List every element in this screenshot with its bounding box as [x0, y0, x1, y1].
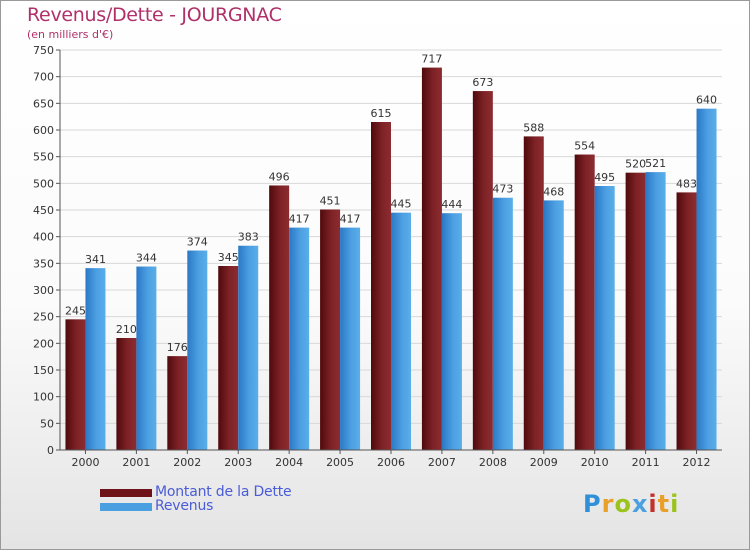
y-tick-label: 650: [33, 97, 54, 110]
y-tick-label: 750: [33, 44, 54, 57]
proxiti-logo: Proxiti: [583, 490, 679, 518]
data-label-dette: 673: [472, 76, 493, 89]
bar-revenus: [594, 186, 615, 450]
bar-layer: [65, 67, 717, 451]
bar-revenus: [492, 197, 513, 450]
y-tick-label: 150: [33, 364, 54, 377]
bar-revenus: [136, 266, 157, 450]
bar-dette: [574, 154, 595, 451]
bar-dette: [472, 91, 493, 451]
bar-dette: [676, 192, 697, 450]
bar-revenus: [391, 212, 411, 450]
y-tick-label: 450: [33, 204, 54, 217]
legend-swatch-revenus: [100, 503, 152, 511]
x-tick-label: 2000: [71, 456, 99, 469]
data-label-dette: 345: [218, 251, 239, 264]
y-tick-label: 50: [40, 417, 54, 430]
x-tick-label: 2004: [275, 456, 303, 469]
label-layer: 245 341 210 344 176 374 345 383 496 417 451 417 615 4…: [65, 53, 717, 355]
y-tick-label: 400: [33, 231, 54, 244]
x-tick-label: 2001: [122, 456, 150, 469]
y-tick-label: 200: [33, 337, 54, 350]
bar-revenus: [645, 172, 666, 450]
data-label-revenus: 640: [696, 94, 717, 107]
y-tick-label: 100: [33, 391, 54, 404]
data-label-dette: 588: [523, 121, 544, 134]
bar-dette: [218, 266, 239, 450]
bar-dette: [625, 172, 646, 450]
chart-subtitle: (en milliers d'€): [27, 28, 114, 41]
bar-dette: [320, 209, 341, 450]
axis-layer: 0 50 100 150 200 250 300 350 400 450 500 550 600 650 7…: [33, 44, 722, 469]
data-label-dette: 615: [371, 107, 392, 120]
x-tick-label: 2003: [224, 456, 252, 469]
data-label-dette: 520: [625, 158, 646, 171]
x-tick-label: 2012: [683, 456, 711, 469]
logo-letter: P: [583, 490, 602, 518]
bar-revenus: [696, 108, 717, 451]
data-label-revenus: 344: [136, 252, 157, 265]
bar-dette: [116, 338, 137, 450]
data-label-dette: 210: [116, 323, 137, 336]
data-label-dette: 496: [269, 170, 290, 183]
legend-swatch-dette: [100, 489, 152, 497]
logo-letter: t: [657, 490, 671, 518]
data-label-revenus: 521: [645, 157, 666, 170]
data-label-revenus: 444: [441, 198, 462, 211]
y-tick-label: 250: [33, 311, 54, 324]
x-tick-label: 2002: [173, 456, 201, 469]
bar-revenus: [238, 245, 259, 450]
bar-dette: [65, 319, 86, 450]
data-label-revenus: 468: [543, 185, 564, 198]
bar-revenus: [543, 200, 564, 450]
chart-title: Revenus/Dette - JOURGNAC: [27, 4, 282, 26]
data-label-revenus: 473: [492, 183, 513, 196]
legend-label-revenus: Revenus: [155, 498, 214, 514]
data-label-revenus: 417: [289, 213, 310, 226]
bar-revenus: [289, 227, 310, 450]
data-label-revenus: 374: [187, 236, 208, 249]
data-label-revenus: 445: [391, 198, 412, 211]
data-label-dette: 176: [167, 341, 188, 354]
y-tick-label: 0: [47, 444, 54, 457]
x-tick-label: 2006: [377, 456, 405, 469]
x-tick-label: 2010: [581, 456, 609, 469]
bar-dette: [421, 67, 442, 450]
bar-dette: [269, 185, 290, 450]
logo-letter: i: [648, 490, 658, 518]
data-label-revenus: 495: [594, 171, 615, 184]
x-tick-label: 2005: [326, 456, 354, 469]
logo-letter: r: [601, 490, 615, 518]
y-tick-label: 500: [33, 177, 54, 190]
data-label-revenus: 341: [85, 253, 106, 266]
bar-revenus: [441, 213, 462, 450]
bar-dette: [167, 356, 188, 450]
legend-label-dette: Montant de la Dette: [155, 484, 292, 500]
data-label-revenus: 383: [238, 231, 259, 244]
bar-dette: [371, 122, 391, 450]
y-tick-label: 550: [33, 151, 54, 164]
data-label-dette: 554: [574, 140, 595, 153]
y-tick-label: 300: [33, 284, 54, 297]
logo-letter: i: [670, 490, 680, 518]
data-label-dette: 245: [65, 304, 86, 317]
bar-revenus: [85, 268, 106, 450]
data-label-dette: 717: [421, 53, 442, 66]
x-tick-label: 2008: [479, 456, 507, 469]
x-tick-label: 2007: [428, 456, 456, 469]
logo-letter: x: [631, 490, 649, 518]
y-tick-label: 700: [33, 71, 54, 84]
bar-dette: [523, 136, 544, 450]
y-tick-label: 600: [33, 124, 54, 137]
bar-revenus: [187, 250, 208, 450]
x-tick-label: 2011: [632, 456, 660, 469]
data-label-dette: 483: [676, 177, 697, 190]
x-tick-label: 2009: [530, 456, 558, 469]
logo-letter: o: [614, 490, 632, 518]
bar-revenus: [340, 227, 361, 450]
data-label-dette: 451: [320, 194, 341, 207]
y-tick-label: 350: [33, 257, 54, 270]
data-label-revenus: 417: [340, 213, 361, 226]
